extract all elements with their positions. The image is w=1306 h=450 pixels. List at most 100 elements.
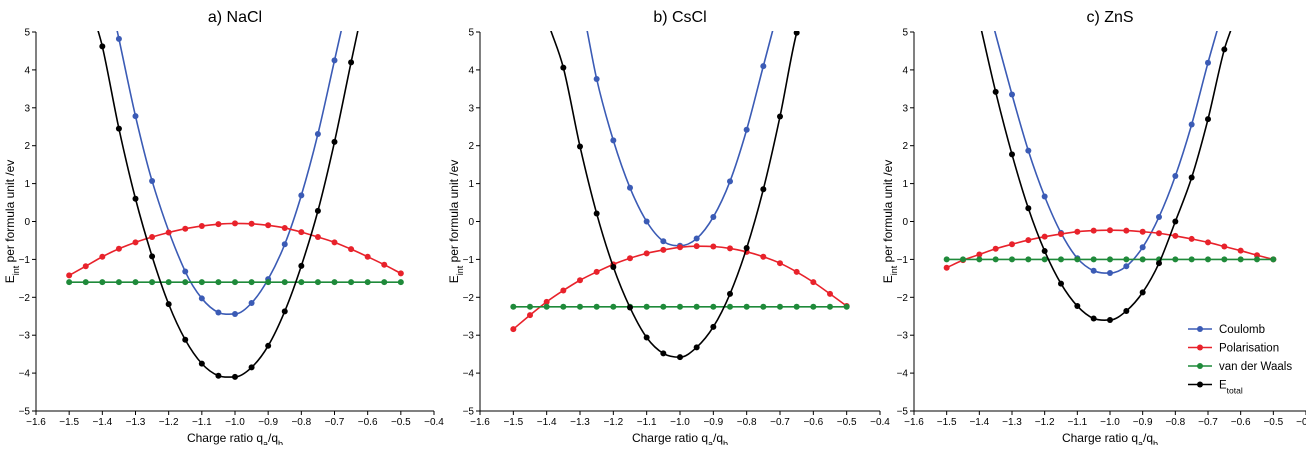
data-point-vdw xyxy=(1041,256,1048,263)
y-axis-label: Eint per formula unit /ev xyxy=(3,160,21,284)
data-point-polarisation xyxy=(1025,237,1032,244)
data-point-coulomb xyxy=(610,137,617,144)
data-point-coulomb xyxy=(182,268,189,275)
data-point-total xyxy=(132,195,139,202)
x-tick-label: −0.9 xyxy=(703,417,723,428)
x-tick-label: −0.9 xyxy=(1133,417,1153,428)
data-point-total xyxy=(760,186,767,193)
data-point-vdw xyxy=(381,279,388,286)
legend-item-coulomb: Coulomb xyxy=(1188,324,1265,336)
data-point-coulomb xyxy=(281,241,288,248)
x-tick-label: −1.3 xyxy=(570,417,590,428)
data-point-total xyxy=(593,210,600,217)
data-point-coulomb xyxy=(198,295,205,302)
data-point-total xyxy=(348,59,355,66)
data-point-polarisation xyxy=(1139,228,1146,235)
data-point-vdw xyxy=(232,279,238,286)
legend-label: Coulomb xyxy=(1219,324,1265,336)
data-point-vdw xyxy=(510,303,517,310)
series-vdw xyxy=(943,256,1277,263)
x-tick-label: −0.8 xyxy=(1165,417,1185,428)
data-point-vdw xyxy=(1123,256,1130,263)
data-point-total xyxy=(1025,205,1032,212)
data-point-total xyxy=(182,336,189,343)
data-point-vdw xyxy=(1058,256,1064,263)
data-point-total xyxy=(992,88,999,95)
chart-panel-3: 5 4 3 2 1 0 −1 −2 −3 −4 −5−1.6 −1.5 −1.4 −1.3 −1.2 −1.1… xyxy=(881,9,1306,449)
series-coulomb xyxy=(115,31,342,317)
data-point-total xyxy=(198,360,205,367)
data-point-coulomb xyxy=(693,235,700,242)
y-tick-label: 5 xyxy=(468,28,474,39)
legend-item-vdw: van der Waals xyxy=(1188,361,1292,373)
x-tick-label: −1.6 xyxy=(26,417,46,428)
data-point-vdw xyxy=(727,303,733,310)
data-point-vdw xyxy=(610,303,617,310)
data-point-polarisation xyxy=(810,279,817,286)
data-point-vdw xyxy=(793,303,800,310)
data-point-vdw xyxy=(527,303,533,310)
x-tick-label: −0.4 xyxy=(1296,417,1306,428)
x-tick-label: −1.5 xyxy=(503,417,523,428)
data-point-polarisation xyxy=(543,298,550,305)
data-point-vdw xyxy=(331,279,338,286)
y-tick-label: 0 xyxy=(468,217,474,228)
data-point-vdw xyxy=(115,279,122,286)
y-tick-label: −3 xyxy=(463,331,475,342)
y-axis-label: Eint per formula unit /ev xyxy=(881,160,899,284)
data-point-total xyxy=(677,354,683,361)
x-tick-label: −0.4 xyxy=(424,417,444,428)
data-point-polarisation xyxy=(82,263,89,270)
y-tick-label: 2 xyxy=(24,141,30,152)
y-tick-label: 0 xyxy=(902,217,908,228)
data-point-total xyxy=(165,301,172,308)
data-point-polarisation xyxy=(760,253,767,260)
data-point-polarisation xyxy=(132,239,139,246)
data-point-polarisation xyxy=(627,255,633,262)
data-point-vdw xyxy=(1188,256,1195,263)
y-tick-label: 1 xyxy=(902,179,908,190)
data-point-vdw xyxy=(660,303,667,310)
x-tick-label: −1.3 xyxy=(126,417,146,428)
data-point-vdw xyxy=(577,303,583,310)
data-point-total xyxy=(1074,303,1081,310)
data-point-total xyxy=(693,344,700,351)
data-point-coulomb xyxy=(727,178,733,185)
data-point-vdw xyxy=(248,279,255,286)
data-point-polarisation xyxy=(182,225,189,232)
data-point-polarisation xyxy=(727,245,733,252)
data-point-polarisation xyxy=(793,268,800,275)
x-tick-label: −0.6 xyxy=(803,417,823,428)
data-point-polarisation xyxy=(348,246,355,253)
x-tick-label: −1.4 xyxy=(969,417,989,428)
y-tick-label: 3 xyxy=(24,103,30,114)
data-point-total xyxy=(610,263,617,270)
y-tick-label: −2 xyxy=(463,293,475,304)
data-point-polarisation xyxy=(1156,230,1162,237)
series-line-coulomb xyxy=(116,31,342,315)
data-point-polarisation xyxy=(677,244,683,251)
x-tick-label: −1.2 xyxy=(159,417,179,428)
y-tick-label: 0 xyxy=(24,217,30,228)
data-point-polarisation xyxy=(943,264,950,271)
x-tick-label: −0.8 xyxy=(291,417,311,428)
data-point-total xyxy=(1107,317,1113,324)
data-point-total xyxy=(1205,116,1211,123)
data-point-vdw xyxy=(943,256,950,263)
series-coulomb xyxy=(586,31,774,249)
x-tick-label: −1.3 xyxy=(1002,417,1022,428)
y-tick-label: 5 xyxy=(24,28,30,39)
data-point-vdw xyxy=(1009,256,1015,263)
data-point-polarisation xyxy=(1058,231,1064,238)
data-point-polarisation xyxy=(149,234,156,241)
data-point-total xyxy=(643,334,650,341)
x-tick-label: −1.1 xyxy=(1067,417,1087,428)
data-point-total xyxy=(627,304,633,311)
data-point-total xyxy=(1041,248,1048,255)
data-point-polarisation xyxy=(364,253,371,260)
data-point-polarisation xyxy=(510,326,517,333)
data-point-total xyxy=(331,138,338,145)
y-tick-label: 1 xyxy=(24,179,30,190)
data-point-vdw xyxy=(1221,256,1228,263)
x-tick-label: −1.2 xyxy=(1035,417,1055,428)
